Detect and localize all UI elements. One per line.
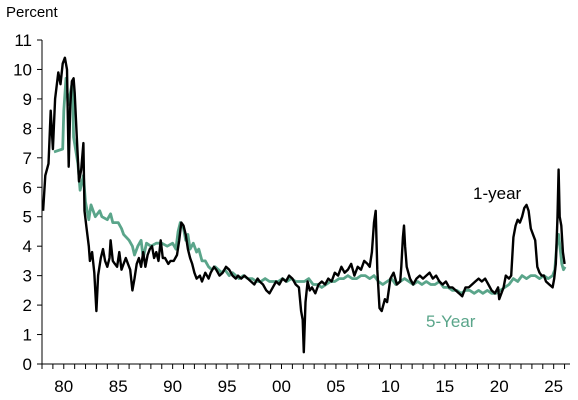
x-tick-label: 90 <box>163 377 182 396</box>
series-label-5-year: 5-Year <box>426 312 476 331</box>
x-tick-label: 00 <box>272 377 291 396</box>
x-tick-label: 20 <box>490 377 509 396</box>
x-tick-label: 15 <box>435 377 454 396</box>
y-tick-label: 6 <box>23 178 32 197</box>
y-tick-label: 1 <box>23 326 32 345</box>
series-layer <box>41 56 567 354</box>
x-tick-label: 25 <box>544 377 563 396</box>
x-tick-label: 80 <box>54 377 73 396</box>
x-tick-label: 05 <box>326 377 345 396</box>
y-tick-label: 11 <box>14 31 32 50</box>
y-tick-label: 10 <box>13 60 32 79</box>
y-tick-label: 4 <box>23 237 32 256</box>
series-line-1-year <box>41 56 566 354</box>
y-axis: 0 1 2 3 4 5 6 7 8 9 10 11 <box>13 31 43 374</box>
y-axis-unit-label: Percent <box>6 4 59 21</box>
y-tick-label: 0 <box>23 355 32 374</box>
y-tick-label: 2 <box>23 296 32 315</box>
y-tick-label: 9 <box>23 90 32 109</box>
y-tick-label: 3 <box>23 267 32 286</box>
series-line-5-year <box>53 76 567 295</box>
y-tick-label: 8 <box>23 119 32 138</box>
y-tick-label: 5 <box>23 208 32 227</box>
x-tick-label: 85 <box>109 377 128 396</box>
y-tick-label: 7 <box>23 149 32 168</box>
x-tick-label: 95 <box>218 377 237 396</box>
series-label-1-year: 1-year <box>473 184 522 203</box>
x-tick-label: 10 <box>381 377 400 396</box>
x-axis: 80 85 90 95 00 05 10 15 20 25 <box>41 363 570 396</box>
